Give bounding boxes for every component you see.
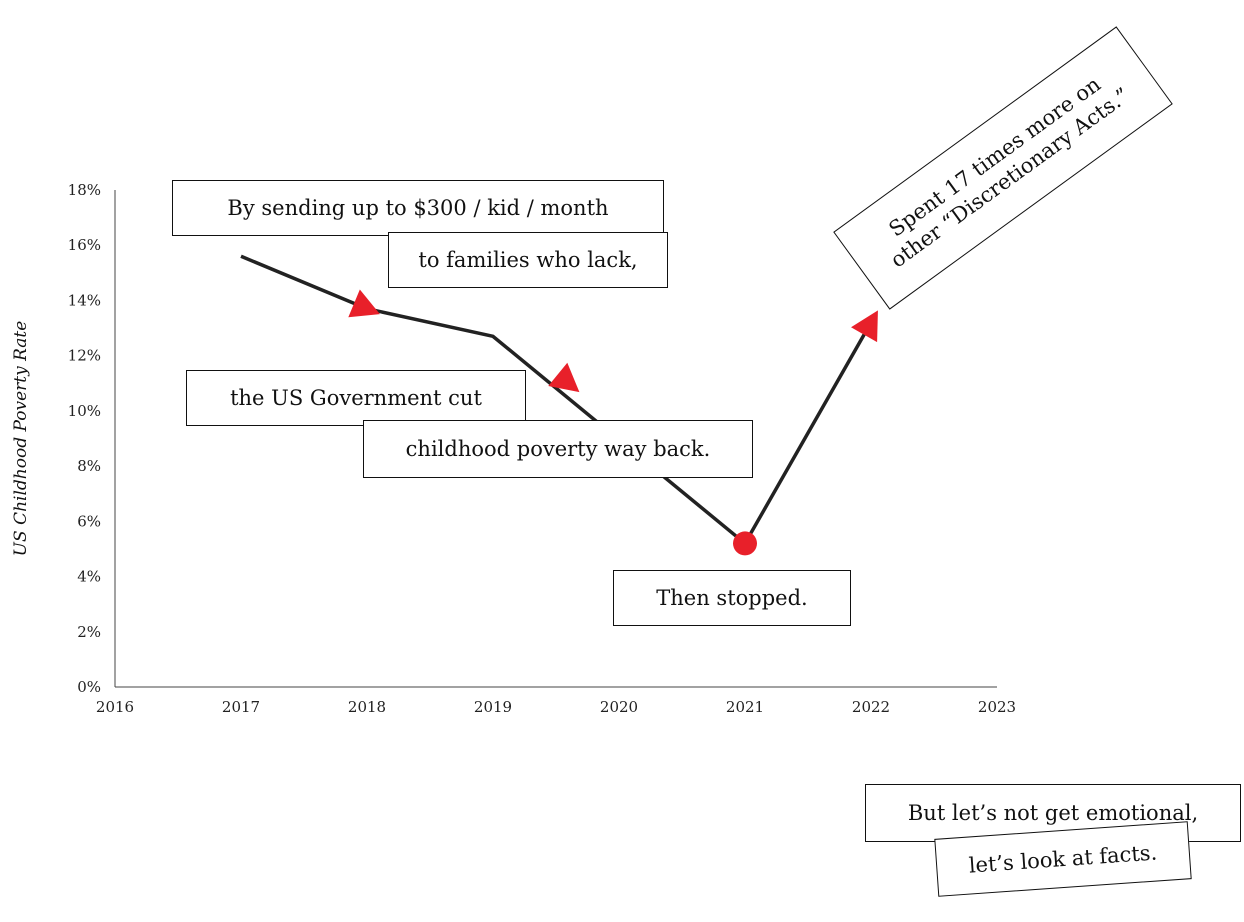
y-tick-label: 2% bbox=[77, 623, 101, 641]
callout-government-cut: the US Government cut bbox=[186, 370, 526, 426]
y-tick-label: 16% bbox=[68, 236, 101, 254]
x-tick-label: 2021 bbox=[726, 698, 764, 716]
arrow-marker bbox=[548, 362, 580, 393]
series-polyline bbox=[240, 254, 873, 546]
x-tick-labels: 2016 2017 2018 2019 2020 2021 2022 2023 bbox=[96, 698, 1016, 716]
y-tick-label: 10% bbox=[68, 402, 101, 420]
y-tick-label: 18% bbox=[68, 181, 101, 199]
x-tick-label: 2016 bbox=[96, 698, 134, 716]
callout-text: the US Government cut bbox=[230, 386, 482, 410]
y-tick-label: 12% bbox=[68, 347, 101, 365]
x-tick-label: 2020 bbox=[600, 698, 638, 716]
callout-text: But let’s not get emotional, bbox=[907, 801, 1199, 825]
y-tick-label: 4% bbox=[77, 568, 101, 586]
callout-text: By sending up to $300 / kid / month bbox=[227, 196, 609, 220]
callout-poverty-back: childhood poverty way back. bbox=[363, 420, 753, 478]
callout-sending-money: By sending up to $300 / kid / month bbox=[172, 180, 664, 236]
y-tick-label: 6% bbox=[77, 512, 101, 530]
arrow-marker bbox=[348, 289, 380, 318]
callout-families: to families who lack, bbox=[388, 232, 668, 288]
x-tick-label: 2019 bbox=[474, 698, 512, 716]
y-tick-label: 0% bbox=[77, 678, 101, 696]
x-tick-label: 2018 bbox=[348, 698, 386, 716]
callout-text: let’s look at facts. bbox=[968, 840, 1158, 878]
arrow-marker bbox=[851, 310, 878, 343]
dot-marker bbox=[733, 531, 757, 556]
callout-text: childhood poverty way back. bbox=[405, 437, 711, 461]
series-line bbox=[240, 254, 873, 546]
callout-then-stopped: Then stopped. bbox=[613, 570, 851, 626]
callout-text: Then stopped. bbox=[656, 586, 808, 610]
callout-text: to families who lack, bbox=[418, 248, 638, 272]
y-tick-label: 14% bbox=[68, 291, 101, 309]
chart-axes bbox=[114, 190, 997, 688]
y-tick-labels: 0% 2% 4% 6% 8% 10% 12% 14% 16% 18% bbox=[68, 181, 101, 696]
series-markers bbox=[348, 289, 878, 556]
x-tick-label: 2022 bbox=[852, 698, 890, 716]
y-axis-label: US Childhood Poverty Rate bbox=[11, 321, 31, 557]
x-tick-label: 2017 bbox=[222, 698, 260, 716]
x-tick-label: 2023 bbox=[978, 698, 1016, 716]
y-tick-label: 8% bbox=[77, 457, 101, 475]
